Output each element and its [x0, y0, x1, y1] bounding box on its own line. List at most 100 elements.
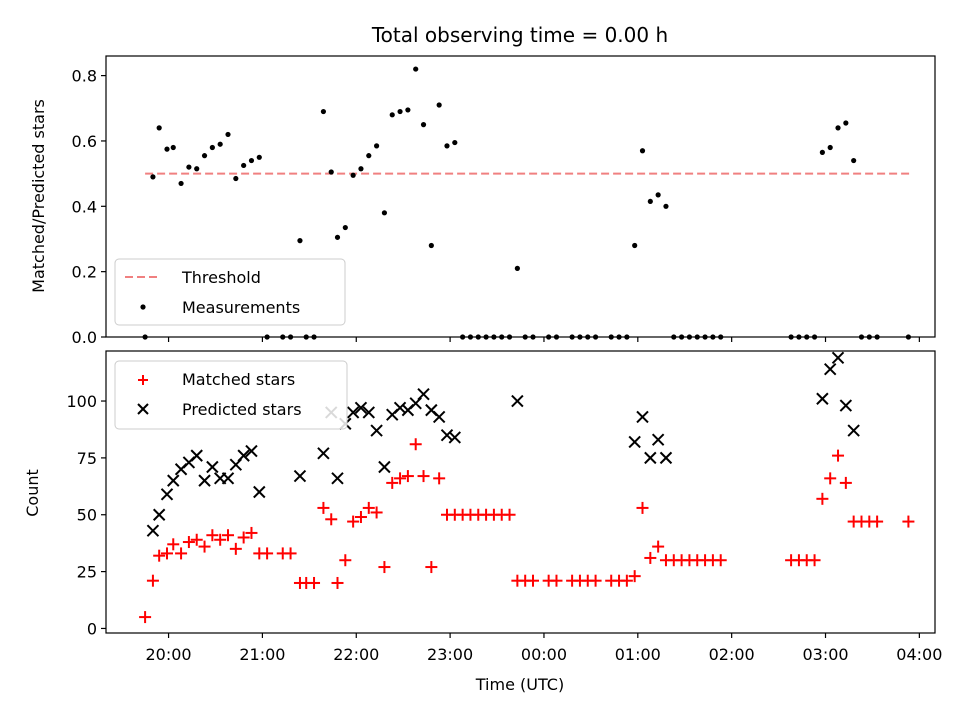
measurement-point [405, 107, 411, 113]
predicted-point [511, 394, 524, 408]
top-y-tick-label: 0.8 [72, 67, 97, 86]
matched-point [261, 547, 274, 560]
measurement-point [170, 144, 176, 151]
bottom-axes-frame [105, 350, 936, 634]
x-tick-label: 00:00 [521, 645, 567, 664]
predicted-point [823, 362, 837, 376]
measurement-point [639, 148, 646, 154]
measurement-point [350, 172, 356, 178]
x-tick-label: 04:00 [896, 645, 942, 664]
predicted-point [362, 406, 375, 419]
matched-legend-label: Matched stars [182, 370, 295, 389]
bottom-y-axis-label: Count [23, 469, 42, 517]
predicted-point [160, 488, 174, 501]
predicted-point [628, 435, 641, 449]
measurement-point [647, 198, 653, 205]
matched-point [153, 549, 166, 562]
predicted-point [816, 392, 829, 405]
predicted-point [190, 449, 203, 462]
measurement-point [655, 192, 661, 198]
predicted-point [146, 524, 160, 537]
top-legend: Threshold Measurements [114, 258, 346, 326]
bottom-y-tick-label: 25 [77, 563, 97, 582]
predicted-point [331, 472, 344, 485]
measurement-point [452, 139, 458, 146]
top-panel: Total observing time = 0.00 h Matched/Pr… [29, 23, 936, 347]
matched-point [527, 574, 540, 587]
predicted-point [293, 469, 307, 483]
matched-point [714, 554, 727, 567]
predicted-point [417, 388, 430, 401]
matched-point [237, 531, 250, 544]
matched-point [284, 547, 297, 560]
matched-point [175, 547, 188, 560]
top-axes-frame [105, 55, 936, 338]
predicted-point [354, 401, 368, 415]
matched-point [161, 547, 174, 560]
predicted-point [378, 460, 391, 474]
predicted-point [651, 433, 665, 446]
matched-point [146, 574, 159, 587]
top-legend-box [114, 258, 346, 326]
matched-point [652, 540, 665, 553]
measurements-legend-label: Measurements [182, 298, 300, 317]
bottom-y-tick-label: 0 [87, 619, 97, 638]
matched-point [139, 611, 152, 624]
measurement-point [428, 242, 434, 249]
matched-point [417, 470, 430, 483]
matched-point [425, 561, 438, 574]
top-y-ticks: 0.0 0.2 0.4 0.6 0.8 [72, 67, 106, 347]
bottom-legend-box [114, 360, 348, 430]
top-x-ticks [167, 337, 920, 342]
measurement-point [320, 108, 327, 115]
x-tick-label: 23:00 [427, 645, 473, 664]
measurement-point [328, 169, 334, 175]
measurement-point [827, 144, 833, 151]
matched-point [871, 515, 884, 528]
predicted-point [370, 424, 383, 437]
measurements-legend-icon [140, 304, 146, 310]
bottom-legend: Matched stars Predicted stars [114, 360, 348, 430]
threshold-legend-label: Threshold [181, 268, 261, 287]
measurement-point [397, 108, 403, 115]
predicted-point [659, 451, 673, 465]
measurement-point [241, 162, 247, 169]
matched-point [325, 513, 338, 526]
measurement-point [444, 143, 450, 149]
measurement-point [217, 141, 223, 147]
matched-point [198, 540, 211, 553]
matched-point [808, 554, 821, 567]
x-tick-label: 02:00 [709, 645, 755, 664]
matched-point [644, 551, 657, 564]
top-y-axis-label: Matched/Predicted stars [29, 99, 48, 293]
matched-point [229, 542, 242, 555]
measurement-point [342, 224, 348, 231]
measurement-point [373, 143, 380, 149]
measurement-point [358, 166, 364, 172]
matched-point [222, 529, 235, 542]
measurement-point [381, 210, 388, 216]
predicted-point [432, 410, 446, 424]
matched-point [409, 438, 422, 451]
predicted-point [167, 474, 180, 487]
predicted-point [221, 472, 235, 485]
matched-point [401, 470, 414, 483]
matched-point [354, 511, 367, 524]
bottom-y-ticks: 0 25 50 75 100 [66, 392, 106, 638]
bottom-x-ticks: 20:00 21:00 22:00 23:00 00:00 01:00 02:00 03:00… [146, 633, 942, 664]
x-tick-label: 20:00 [146, 645, 192, 664]
predicted-point [237, 449, 250, 462]
measurement-point [201, 153, 208, 159]
measurement-point [413, 66, 419, 72]
matched-point [182, 536, 195, 549]
measurement-point [178, 180, 184, 187]
x-tick-label: 01:00 [615, 645, 661, 664]
matched-point [433, 472, 446, 485]
matched-point [394, 472, 407, 485]
predicted-point [245, 444, 258, 458]
matched-point [347, 515, 360, 528]
measurement-point [186, 164, 192, 170]
matched-point [628, 570, 641, 583]
matched-point [386, 476, 399, 489]
